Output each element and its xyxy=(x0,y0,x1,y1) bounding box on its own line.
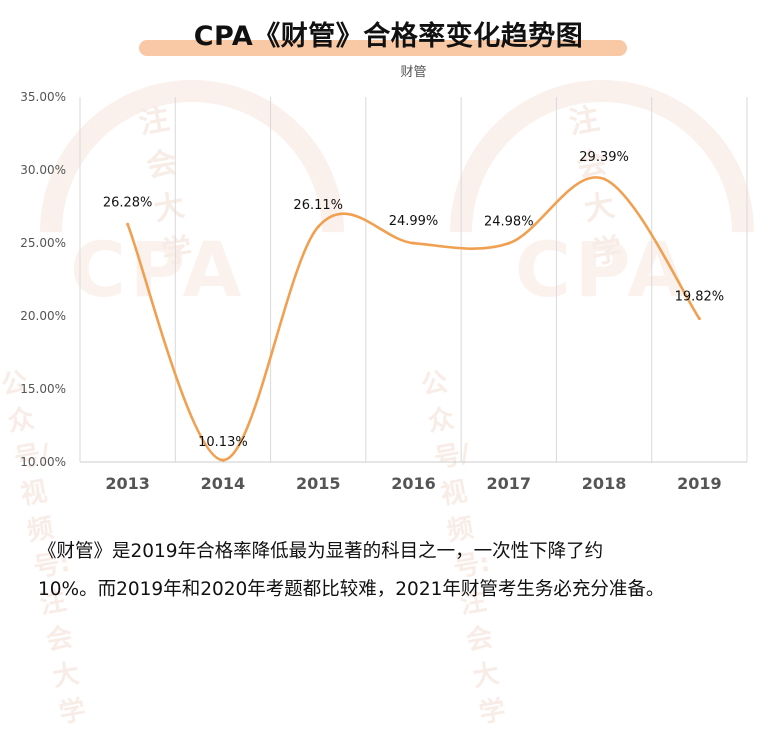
caption-line-2: 10%。而2019年和2020年考题都比较难，2021年财管考生务必充分准备。 xyxy=(38,579,665,600)
y-tick-label: 20.00% xyxy=(20,309,66,323)
caption-line-1: 《财管》是2019年合格率降低最为显著的科目之一，一次性下降了约 xyxy=(38,541,604,562)
data-label: 29.39% xyxy=(579,150,629,165)
watermark-logo-left: CPA xyxy=(70,225,246,314)
x-tick-label: 2019 xyxy=(677,474,722,493)
line-chart: 财管 10.00% 15.00% 20.00% 25.00% 30.00% 35.00% 20… xyxy=(20,65,748,493)
x-tick-label: 2016 xyxy=(391,474,436,493)
y-tick-label: 10.00% xyxy=(20,455,66,469)
chart-subtitle: 财管 xyxy=(400,65,426,80)
x-tick-label: 2017 xyxy=(487,474,532,493)
chart-title-area: CPA《财管》合格率变化趋势图 xyxy=(0,6,777,60)
data-point xyxy=(507,241,511,245)
data-point xyxy=(126,222,130,226)
data-label: 19.82% xyxy=(675,290,725,305)
data-label: 10.13% xyxy=(198,435,248,450)
y-tick-label: 15.00% xyxy=(20,382,66,396)
data-label: 26.28% xyxy=(103,195,153,210)
y-tick-label: 35.00% xyxy=(20,90,66,104)
x-tick-label: 2018 xyxy=(582,474,627,493)
grid-layer xyxy=(79,97,748,463)
y-tick-label: 30.00% xyxy=(20,163,66,177)
x-tick-label: 2014 xyxy=(201,474,246,493)
data-point xyxy=(221,458,225,462)
data-point xyxy=(697,317,701,321)
x-tick-label: 2015 xyxy=(296,474,341,493)
y-tick-label: 25.00% xyxy=(20,236,66,250)
chart-caption: 《财管》是2019年合格率降低最为显著的科目之一，一次性下降了约 10%。而20… xyxy=(38,533,748,609)
x-tick-label: 2013 xyxy=(105,474,150,493)
axis-layer: 财管 10.00% 15.00% 20.00% 25.00% 30.00% 35.00% 20… xyxy=(20,65,721,493)
data-label: 24.98% xyxy=(484,214,534,229)
data-label: 24.99% xyxy=(389,214,439,229)
watermark-logo-right: CPA xyxy=(515,225,691,314)
data-label-layer: 26.28% 10.13% 26.11% 24.99% 24.98% 29.39% 19.8… xyxy=(103,150,724,462)
data-point xyxy=(602,177,606,181)
chart-title: CPA《财管》合格率变化趋势图 xyxy=(193,21,584,52)
data-point xyxy=(412,241,415,245)
data-point xyxy=(316,225,320,229)
data-label: 26.11% xyxy=(293,198,343,213)
title-highlight xyxy=(139,40,627,56)
